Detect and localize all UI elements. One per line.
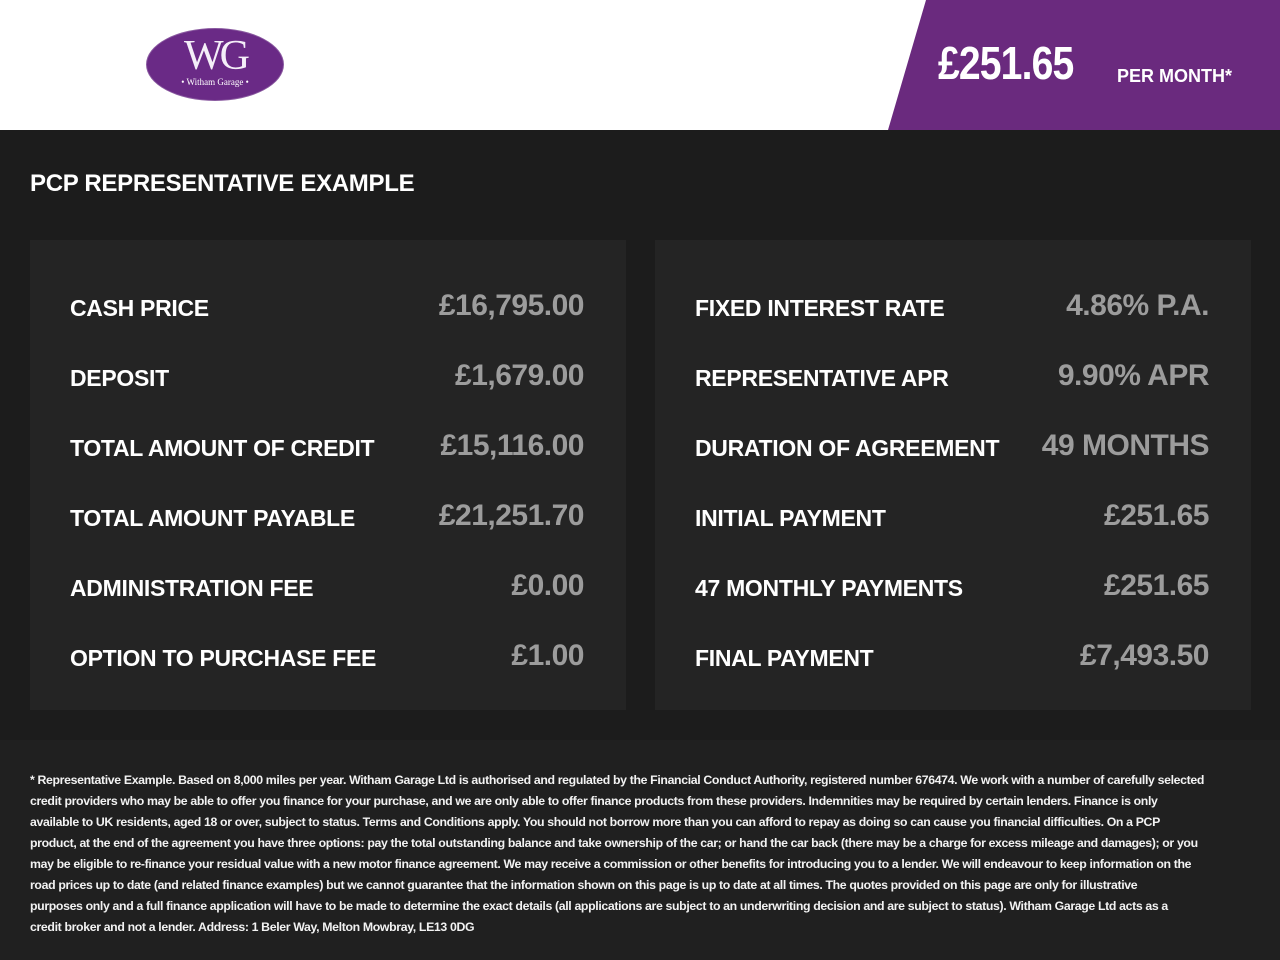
finance-row: ADMINISTRATION FEE £0.00	[70, 565, 584, 605]
section-title: PCP REPRESENTATIVE EXAMPLE	[30, 170, 415, 197]
finance-value: £251.65	[1104, 569, 1209, 602]
disclaimer-line: road prices up to date (and related fina…	[30, 878, 1138, 892]
finance-row: TOTAL AMOUNT PAYABLE £21,251.70	[70, 495, 585, 535]
finance-value: £1.00	[511, 639, 584, 672]
disclaimer-line: product, at the end of the agreement you…	[30, 836, 1198, 850]
disclaimer-line: may be eligible to re-finance your resid…	[30, 857, 1192, 871]
finance-label: CASH PRICE	[70, 295, 209, 321]
finance-value: 9.90% APR	[1057, 359, 1210, 392]
finance-row: FINAL PAYMENT £7,493.50	[695, 635, 1209, 675]
finance-value: 4.86% P.A.	[1066, 289, 1209, 322]
finance-label: REPRESENTATIVE APR	[695, 365, 949, 391]
finance-row: INITIAL PAYMENT £251.65	[695, 495, 1209, 535]
finance-label: FIXED INTEREST RATE	[695, 295, 945, 321]
disclaimer-line: credit broker and not a lender. Address:…	[30, 920, 475, 934]
finance-label: DEPOSIT	[70, 365, 169, 391]
witham-garage-logo[interactable]: WG • Witham Garage •	[146, 28, 284, 101]
monthly-price: £251.65	[938, 37, 1074, 89]
disclaimer-line: * Representative Example. Based on 8,000…	[30, 773, 1205, 787]
finance-label: 47 MONTHLY PAYMENTS	[695, 575, 963, 601]
finance-row: REPRESENTATIVE APR 9.90% APR	[695, 355, 1210, 395]
finance-row: FIXED INTEREST RATE 4.86% P.A.	[695, 285, 1209, 325]
per-month-label: PER MONTH*	[1117, 66, 1233, 86]
disclaimer-line: available to UK residents, aged 18 or ov…	[30, 815, 1160, 829]
finance-value: £251.65	[1104, 499, 1209, 532]
finance-label: OPTION TO PURCHASE FEE	[70, 645, 377, 671]
finance-value: £1,679.00	[455, 359, 584, 392]
finance-row: CASH PRICE £16,795.00	[70, 285, 585, 325]
disclaimer: * Representative Example. Based on 8,000…	[0, 740, 1280, 960]
monthly-price-banner: £251.65 PER MONTH*	[888, 0, 1280, 130]
disclaimer-line: credit providers who may be able to offe…	[30, 794, 1158, 808]
finance-panel-right: FIXED INTEREST RATE 4.86% P.A. REPRESENTAT…	[655, 240, 1251, 710]
finance-row: DURATION OF AGREEMENT 49 MONTHS	[695, 425, 1210, 465]
finance-value: £16,795.00	[438, 289, 585, 322]
finance-label: FINAL PAYMENT	[695, 645, 874, 671]
finance-label: TOTAL AMOUNT OF CREDIT	[70, 435, 375, 461]
finance-value: £0.00	[511, 569, 584, 602]
finance-value: 49 MONTHS	[1041, 429, 1210, 462]
finance-row: 47 MONTHLY PAYMENTS £251.65	[695, 565, 1209, 605]
finance-row: TOTAL AMOUNT OF CREDIT £15,116.00	[70, 425, 584, 465]
header: WG • Witham Garage • £251.65 PER MONTH*	[0, 0, 1280, 130]
finance-panel-left: CASH PRICE £16,795.00 DEPOSIT £1,679.00 TOTA…	[30, 240, 626, 710]
finance-label: TOTAL AMOUNT PAYABLE	[70, 505, 355, 531]
finance-value: £21,251.70	[438, 499, 585, 532]
finance-label: INITIAL PAYMENT	[695, 505, 886, 531]
finance-label: DURATION OF AGREEMENT	[695, 435, 1000, 461]
finance-value: £7,493.50	[1080, 639, 1209, 672]
finance-value: £15,116.00	[440, 429, 585, 462]
finance-row: DEPOSIT £1,679.00	[70, 355, 584, 395]
disclaimer-line: purposes only and a full finance applica…	[30, 899, 1168, 913]
finance-row: OPTION TO PURCHASE FEE £1.00	[70, 635, 584, 675]
finance-label: ADMINISTRATION FEE	[70, 575, 314, 601]
logo-monogram: WG	[184, 33, 250, 79]
logo-text: • Witham Garage •	[181, 77, 249, 87]
